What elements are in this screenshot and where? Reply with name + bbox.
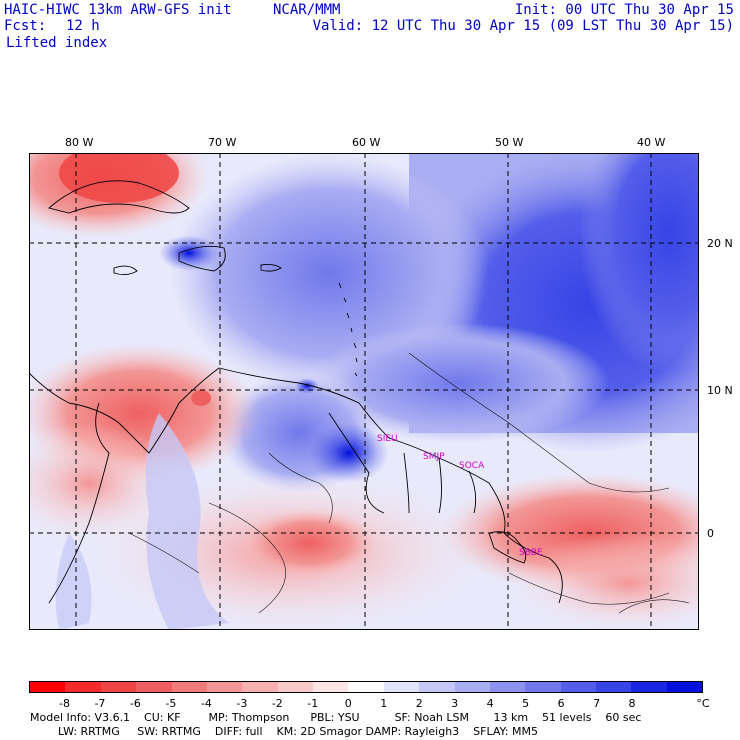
colorbar-tick-label: 2 xyxy=(415,697,423,710)
colorbar-swatch xyxy=(65,682,101,692)
lon-label: 70 W xyxy=(208,136,237,149)
station-label: SOCA xyxy=(459,461,485,471)
fcst-value: 12 h xyxy=(66,18,100,34)
lon-label: 50 W xyxy=(495,136,524,149)
station-label: SMJP xyxy=(423,452,445,462)
colorbar-swatch xyxy=(489,682,526,692)
lat-label: 0 xyxy=(707,527,714,540)
lat-label: 20 N xyxy=(707,237,733,250)
fcst-label: Fcst: xyxy=(4,18,47,34)
colorbar-tick-label: 5 xyxy=(522,697,530,710)
colorbar-tick-label: -2 xyxy=(271,697,283,710)
lifted-index-map: SIEU SMJP SOCA SBBE xyxy=(29,153,699,630)
colorbar-swatch xyxy=(560,682,596,692)
colorbar-swatch xyxy=(666,682,703,692)
colorbar-tick-label: -3 xyxy=(236,697,248,710)
footer-model-info: Model Info: V3.6.1 CU: KF MP: Thompson P… xyxy=(30,711,642,724)
colorbar-swatch xyxy=(171,682,207,692)
colorbar-swatch xyxy=(419,682,455,692)
lon-label: 80 W xyxy=(65,136,94,149)
colorbar-tick-label: -7 xyxy=(94,697,106,710)
colorbar-swatch xyxy=(525,682,561,692)
lon-label: 60 W xyxy=(352,136,381,149)
station-label: SIEU xyxy=(377,434,398,444)
colorbar-tick-label: -4 xyxy=(200,697,212,710)
colorbar-swatch xyxy=(206,682,243,692)
colorbar-tick-label: -1 xyxy=(307,697,319,710)
lat-label: 10 N xyxy=(707,384,733,397)
colorbar-swatch xyxy=(136,682,172,692)
model-title: HAIC-HIWC 13km ARW-GFS init xyxy=(4,2,232,18)
colorbar-tick-label: -6 xyxy=(129,697,141,710)
colorbar-swatch xyxy=(383,682,420,692)
org-label: NCAR/MMM xyxy=(273,2,341,18)
colorbar-tick-label: 0 xyxy=(344,697,352,710)
colorbar xyxy=(29,681,703,693)
lon-label: 40 W xyxy=(637,136,666,149)
colorbar-swatch xyxy=(313,682,349,692)
footer-physics-info: LW: RRTMG SW: RRTMG DIFF: full KM: 2D Sm… xyxy=(30,725,538,738)
colorbar-tick-label: 1 xyxy=(380,697,388,710)
colorbar-tick-label: -5 xyxy=(165,697,177,710)
colorbar-swatch xyxy=(454,682,490,692)
colorbar-tick-label: 3 xyxy=(451,697,459,710)
valid-time: Valid: 12 UTC Thu 30 Apr 15 (09 LST Thu … xyxy=(312,18,734,34)
colorbar-tick-label: 4 xyxy=(486,697,494,710)
colorbar-swatch xyxy=(631,682,667,692)
field-name: Lifted index xyxy=(6,35,108,51)
colorbar-tick-label: -8 xyxy=(58,697,70,710)
colorbar-tick-label: 8 xyxy=(628,697,636,710)
colorbar-unit: °C xyxy=(696,697,710,710)
station-label: SBBE xyxy=(519,548,543,558)
colorbar-swatch xyxy=(277,682,313,692)
colorbar-swatch xyxy=(596,682,632,692)
colorbar-swatch xyxy=(100,682,137,692)
colorbar-tick-label: 7 xyxy=(593,697,601,710)
colorbar-tick-label: 6 xyxy=(557,697,565,710)
init-time: Init: 00 UTC Thu 30 Apr 15 xyxy=(514,2,734,18)
colorbar-swatch xyxy=(348,682,384,692)
colorbar-swatch xyxy=(30,682,66,692)
colorbar-swatch xyxy=(242,682,278,692)
